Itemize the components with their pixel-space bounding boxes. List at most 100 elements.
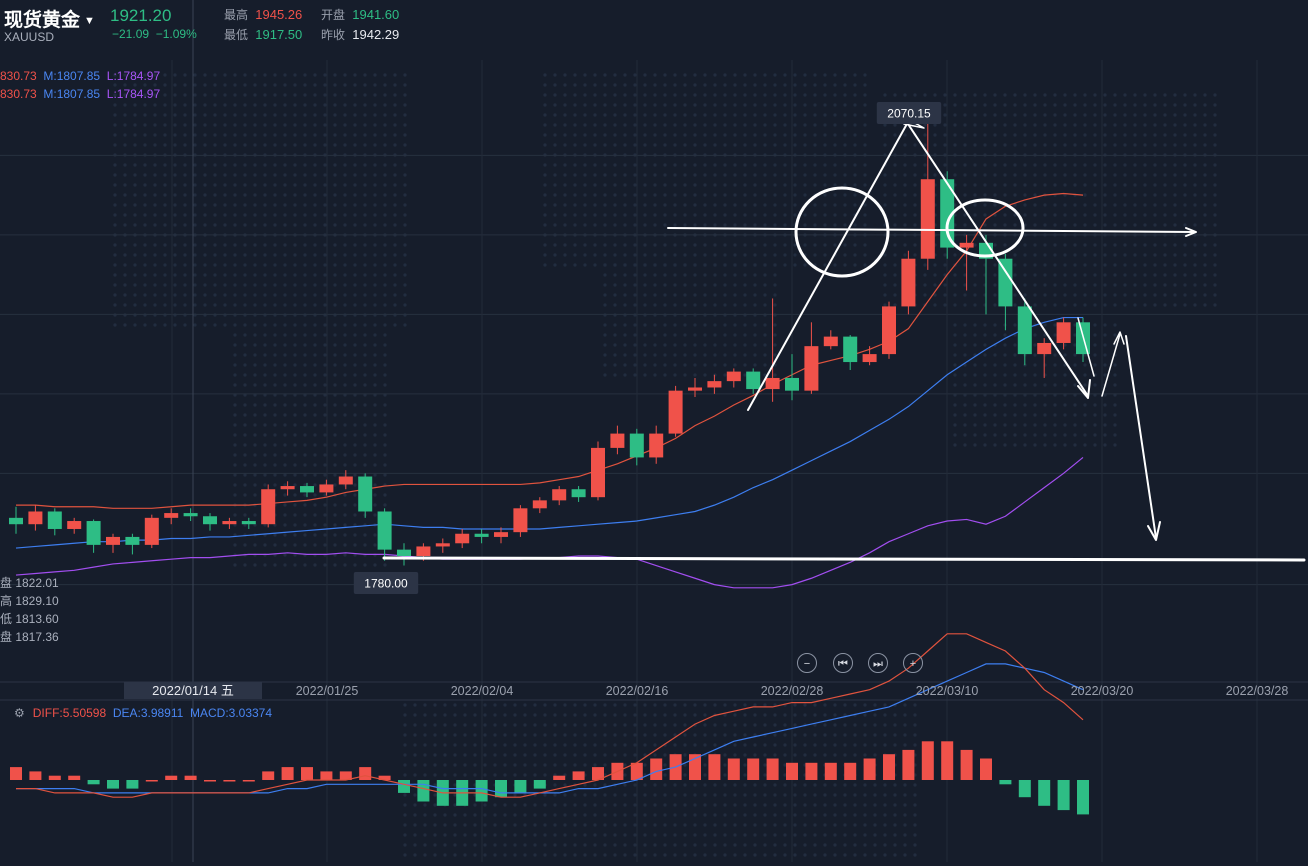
macd-bar [320, 771, 333, 780]
candle [1037, 338, 1052, 378]
candle [688, 377, 702, 398]
candle-body [261, 489, 276, 525]
candle-body [688, 387, 702, 391]
macd-bar [630, 762, 643, 780]
candle [455, 528, 470, 549]
macd-bar [29, 771, 42, 780]
x-tick-label: 2022/02/28 [761, 684, 824, 698]
candle [222, 517, 237, 529]
macd-bar [727, 758, 740, 780]
cursor-high: 高 1829.10 [0, 594, 59, 608]
candle-body [862, 354, 877, 363]
candle-body [164, 513, 179, 518]
macd-bar [417, 780, 430, 802]
settings-icon[interactable]: ⚙ [14, 706, 25, 720]
macd-bar [495, 780, 507, 798]
candle-body [804, 346, 819, 391]
candle-body [610, 433, 625, 448]
candle-body [649, 433, 664, 458]
candle-body [1056, 322, 1071, 343]
macd-bar [165, 775, 178, 780]
macd-bar [281, 767, 294, 780]
macd-bar [553, 775, 566, 780]
macd-bar [301, 767, 313, 780]
macd-bar [1057, 780, 1070, 811]
macd-bar [145, 780, 158, 782]
candle [241, 517, 256, 529]
arrow-head [1185, 227, 1197, 237]
candle [804, 322, 819, 394]
ma-mid-line [15, 316, 1083, 549]
macd-bar [533, 780, 546, 789]
macd-bar [708, 754, 721, 780]
low-price-label: 1780.00 [364, 577, 408, 591]
candle-body [920, 179, 935, 259]
candle [377, 508, 392, 561]
candle [532, 497, 547, 514]
candle [571, 486, 586, 502]
macd-bar [921, 741, 934, 780]
cursor-date: 2022/01/14 五 [124, 682, 262, 699]
price-change: −21.09 −1.09% [112, 27, 197, 41]
macd-bar [48, 775, 61, 780]
candle-body [358, 476, 373, 512]
axis-labels: 2070.15 1780.00 2022/01/25 2022/02/04 2022/0… [296, 102, 1289, 698]
macd-bar [107, 780, 119, 789]
macd-bar [398, 780, 410, 793]
candle [106, 533, 120, 553]
candle-body [552, 489, 567, 501]
projection-line [1077, 317, 1095, 377]
macd-bar [650, 758, 663, 780]
open-stat: 开盘 1941.60 [321, 7, 400, 22]
ma-short-line [16, 192, 1084, 509]
candle [86, 519, 101, 553]
candle-body [1037, 342, 1052, 355]
macd-bar [475, 780, 488, 802]
candle [397, 543, 411, 566]
candle [435, 538, 450, 553]
trend-drawings [382, 121, 1306, 562]
scroll-left-button[interactable]: ⏮ [833, 653, 853, 673]
macd-bar [204, 780, 216, 782]
candle [959, 234, 974, 291]
candle-body [106, 536, 120, 545]
candle-body [435, 543, 450, 547]
candle [629, 428, 644, 466]
cursor-low: 低 1813.60 [0, 612, 59, 626]
macd-bar [1038, 780, 1051, 806]
candle-body [300, 486, 314, 493]
candle-body [241, 521, 256, 525]
candle [552, 486, 567, 506]
candle [610, 425, 625, 455]
x-tick-label: 2022/03/28 [1226, 684, 1289, 698]
macd-bar [10, 767, 22, 780]
zoom-out-button[interactable]: − [797, 653, 817, 673]
candle-body [513, 508, 528, 533]
annotation-circle [945, 198, 1025, 258]
candle-body [319, 484, 334, 493]
x-tick-label: 2022/03/20 [1071, 684, 1134, 698]
x-tick-label: 2022/02/04 [451, 684, 514, 698]
arrow-head [1147, 521, 1161, 541]
scroll-right-button[interactable]: ⏭ [868, 653, 888, 673]
candle [1017, 298, 1032, 366]
candle-body [86, 521, 101, 545]
resistance-line [667, 227, 1195, 233]
candle-body [591, 447, 605, 498]
instrument-title[interactable]: 现货黄金 ▼ [4, 10, 95, 31]
cursor-open: 盘 1822.01 [0, 576, 59, 590]
zoom-in-button[interactable]: + [903, 653, 923, 673]
candle [261, 484, 276, 528]
chevron-down-icon[interactable]: ▼ [84, 14, 95, 27]
ma-legend-row: 830.73 M:1807.85 L:1784.97 [0, 87, 161, 101]
candle [494, 527, 508, 544]
support-line [382, 556, 1306, 562]
candle-body [474, 533, 489, 537]
candle [203, 513, 217, 531]
candle-body [668, 390, 683, 434]
candle-body [280, 486, 295, 490]
candle [901, 250, 916, 315]
candle-body [377, 511, 392, 550]
